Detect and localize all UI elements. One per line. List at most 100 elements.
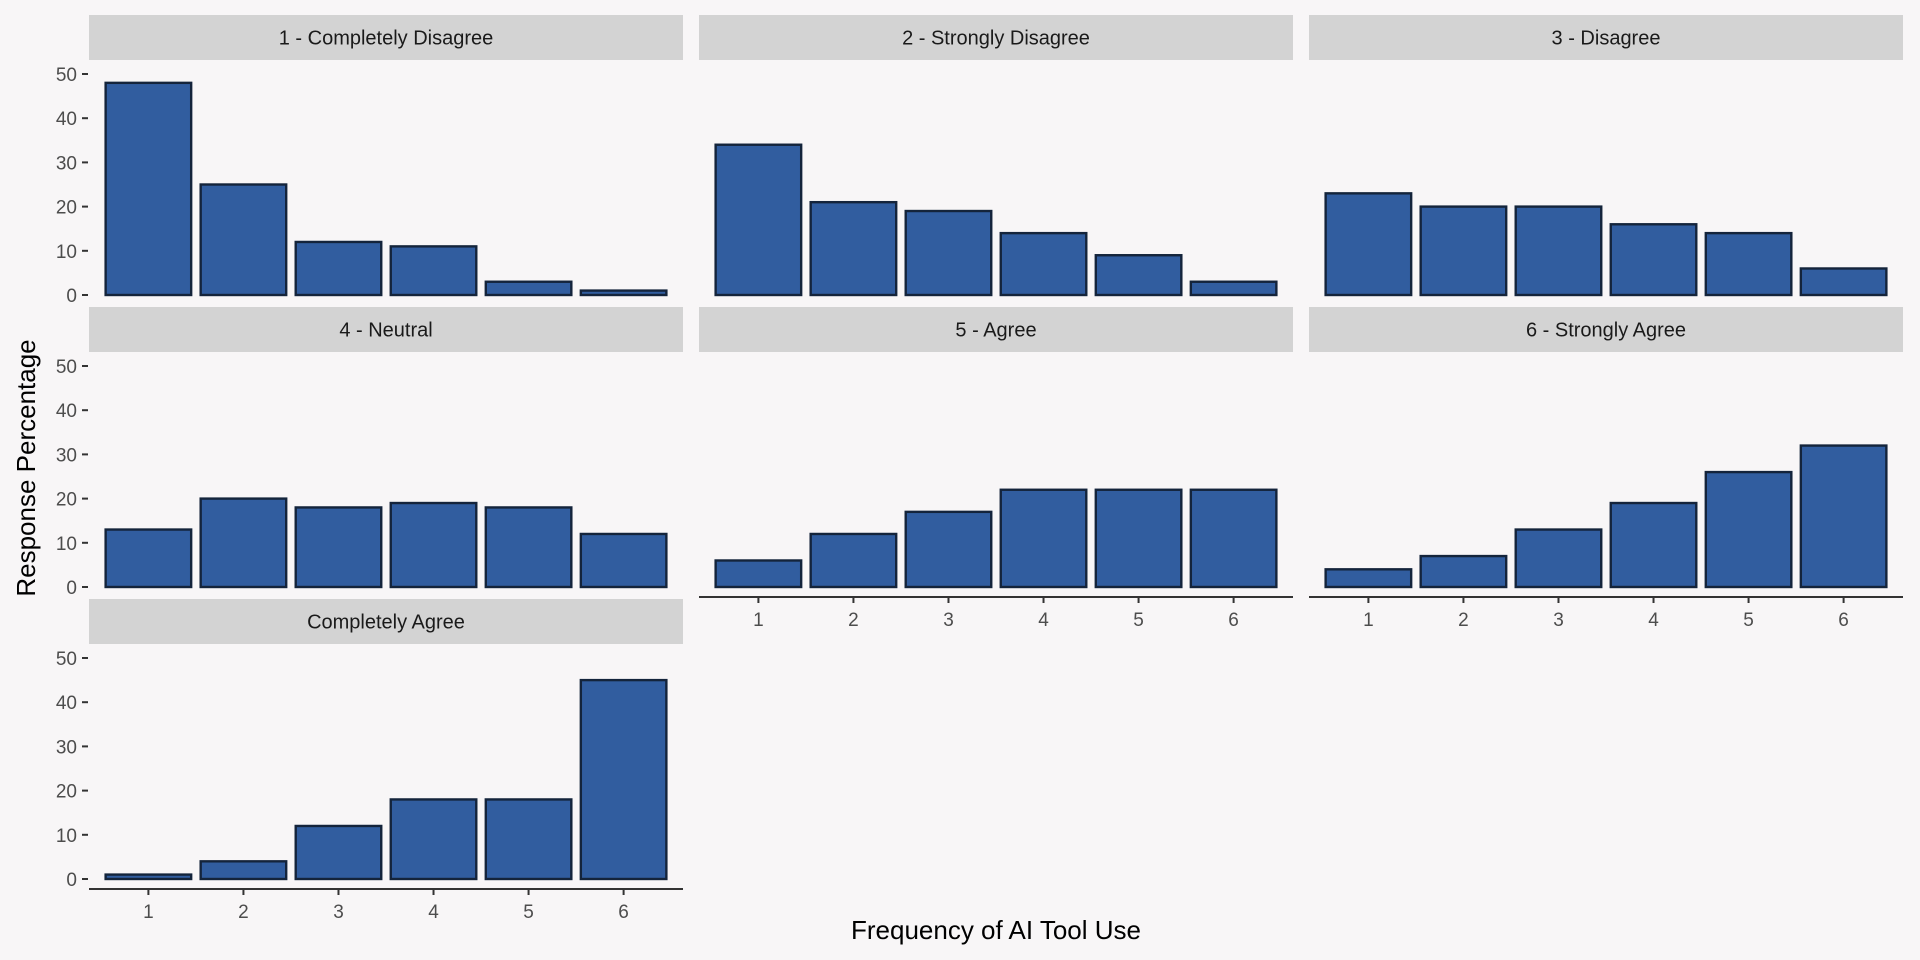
- bar: [1704, 231, 1793, 297]
- bar: [389, 798, 478, 881]
- y-tick-label: 10: [56, 534, 77, 555]
- y-tick-label: 40: [56, 109, 77, 130]
- bar: [904, 510, 993, 589]
- bar: [389, 245, 478, 297]
- y-tick-label: 0: [66, 578, 77, 599]
- bar: [1514, 528, 1603, 589]
- bar: [484, 280, 573, 297]
- facet-title: 5 - Agree: [955, 320, 1036, 342]
- x-tick-label: 6: [1228, 610, 1239, 631]
- x-tick-label: 4: [428, 902, 439, 923]
- bar: [484, 506, 573, 589]
- bar: [1324, 568, 1413, 589]
- x-tick-label: 3: [943, 610, 954, 631]
- y-tick-label: 30: [56, 153, 77, 174]
- facet-strip: [1309, 307, 1903, 352]
- x-tick-label: 4: [1038, 610, 1049, 631]
- bar: [1704, 470, 1793, 589]
- bar: [1324, 192, 1413, 297]
- y-tick-label: 30: [56, 445, 77, 466]
- facet-strip: [89, 15, 683, 60]
- y-tick-label: 50: [56, 649, 77, 670]
- facet-title: 4 - Neutral: [339, 320, 432, 342]
- y-tick-label: 40: [56, 401, 77, 422]
- facet-title: 6 - Strongly Agree: [1526, 320, 1686, 342]
- bar: [104, 81, 193, 297]
- x-tick-label: 6: [1838, 610, 1849, 631]
- facet-title: 2 - Strongly Disagree: [902, 28, 1090, 50]
- bar: [809, 200, 898, 297]
- bar: [1419, 554, 1508, 589]
- facet-title: 3 - Disagree: [1552, 28, 1661, 50]
- y-tick-label: 50: [56, 357, 77, 378]
- bar: [809, 532, 898, 589]
- facet-strip: [699, 15, 1293, 60]
- y-tick-label: 20: [56, 198, 77, 219]
- x-axis-title: Frequency of AI Tool Use: [851, 915, 1141, 945]
- bar: [199, 860, 288, 881]
- bar: [199, 497, 288, 589]
- y-tick-label: 0: [66, 286, 77, 307]
- bar: [1799, 267, 1888, 297]
- bar: [389, 501, 478, 589]
- facet-title: Completely Agree: [307, 612, 465, 634]
- y-tick-label: 0: [66, 870, 77, 891]
- x-tick-label: 1: [753, 610, 764, 631]
- bar: [199, 183, 288, 297]
- bar: [1799, 444, 1888, 589]
- y-tick-label: 20: [56, 490, 77, 511]
- bar: [714, 143, 803, 297]
- x-tick-label: 3: [1553, 610, 1564, 631]
- bar: [1094, 488, 1183, 589]
- facet-panel: 5 - Agree 1 2 3 4 5 6: [699, 307, 1293, 631]
- bar: [1189, 488, 1278, 589]
- bar: [714, 559, 803, 589]
- bar: [1094, 254, 1183, 297]
- x-tick-label: 6: [618, 902, 629, 923]
- y-tick-label: 10: [56, 242, 77, 263]
- y-axis-title: Response Percentage: [11, 339, 41, 596]
- facet-panel: Completely Agree 0 10 20 30 40 50 1 2 3 4 5 6: [56, 599, 683, 923]
- x-tick-label: 5: [1133, 610, 1144, 631]
- x-tick-label: 1: [143, 902, 154, 923]
- bar: [579, 678, 668, 881]
- bar: [484, 798, 573, 881]
- bar: [294, 240, 383, 297]
- facet-strip: [699, 307, 1293, 352]
- facet-strip: [89, 599, 683, 644]
- bar: [294, 824, 383, 881]
- x-tick-label: 3: [333, 902, 344, 923]
- facet-panel: 3 - Disagree: [1309, 15, 1903, 297]
- y-tick-label: 10: [56, 826, 77, 847]
- bar: [104, 528, 193, 589]
- bar: [294, 506, 383, 589]
- bar: [1609, 501, 1698, 589]
- facet-panel: 1 - Completely Disagree 0 10 20 30 40 50: [56, 15, 683, 307]
- bar: [579, 532, 668, 589]
- facet-strip: [89, 307, 683, 352]
- bar: [999, 231, 1088, 297]
- facet-panel: 2 - Strongly Disagree: [699, 15, 1293, 297]
- bar: [104, 873, 193, 881]
- x-tick-label: 2: [1458, 610, 1469, 631]
- y-tick-label: 50: [56, 65, 77, 86]
- x-tick-label: 2: [848, 610, 859, 631]
- y-tick-label: 40: [56, 693, 77, 714]
- facet-panel: 4 - Neutral 0 10 20 30 40 50: [56, 307, 683, 599]
- x-tick-label: 4: [1648, 610, 1659, 631]
- bar: [999, 488, 1088, 589]
- x-tick-label: 5: [1743, 610, 1754, 631]
- facet-strip: [1309, 15, 1903, 60]
- facet-title: 1 - Completely Disagree: [279, 28, 494, 50]
- bar: [904, 209, 993, 297]
- y-tick-label: 30: [56, 737, 77, 758]
- bar: [1189, 280, 1278, 297]
- bar: [579, 289, 668, 297]
- facet-panel: 6 - Strongly Agree 1 2 3 4 5 6: [1309, 307, 1903, 631]
- bar: [1419, 205, 1508, 297]
- bar: [1514, 205, 1603, 297]
- x-tick-label: 2: [238, 902, 249, 923]
- y-tick-label: 20: [56, 782, 77, 803]
